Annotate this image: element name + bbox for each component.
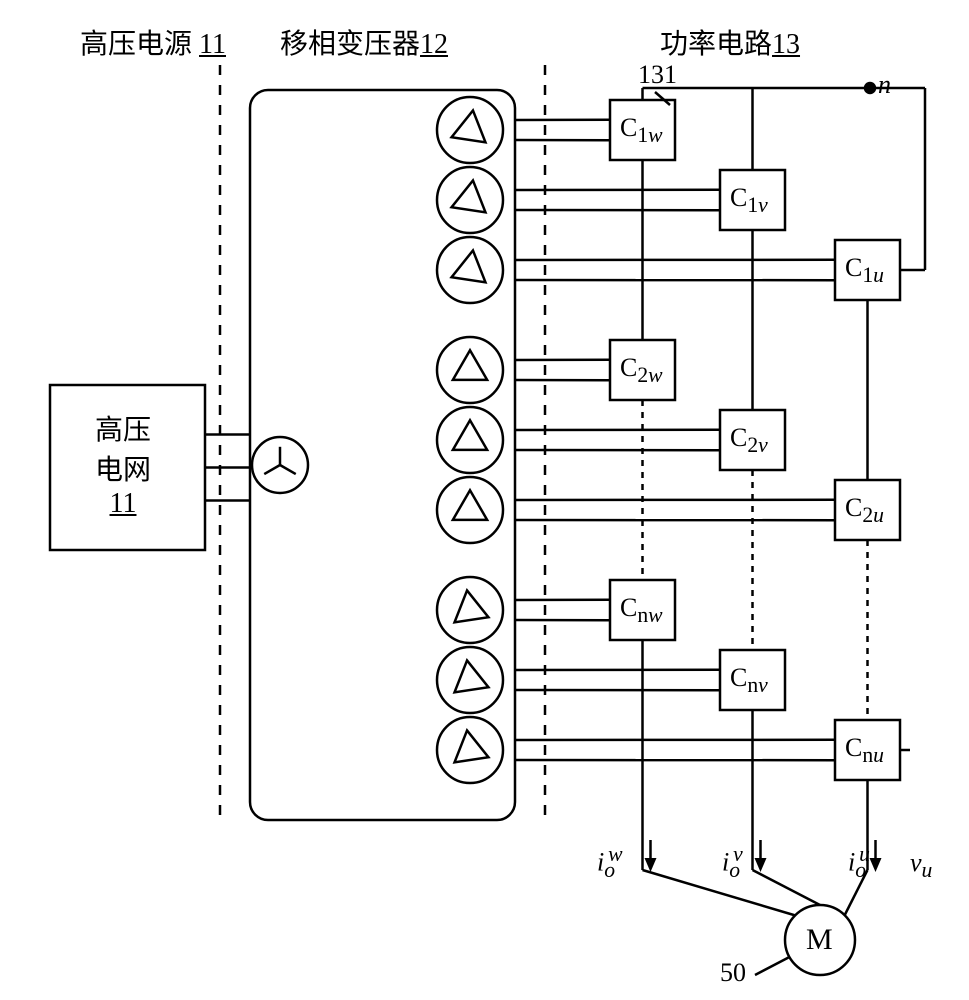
- header-power-circuit: 功率电路13: [660, 22, 800, 62]
- motor-ref: 50: [720, 958, 746, 988]
- cell-cnv: Cnv: [730, 663, 768, 698]
- cell-c1w: C1w: [620, 113, 663, 148]
- voltage-vu: vu: [910, 848, 932, 883]
- current-iow: iow: [597, 842, 623, 883]
- cell-cnu: Cnu: [845, 733, 884, 768]
- header-power-supply: 高压电源 11: [80, 22, 226, 62]
- cell-c2w: C2w: [620, 353, 663, 388]
- ref-131: 131: [638, 60, 677, 90]
- current-iov: iov: [722, 842, 743, 883]
- header-transformer: 移相变压器12: [280, 22, 448, 62]
- cell-c1v: C1v: [730, 183, 768, 218]
- cell-c2v: C2v: [730, 423, 768, 458]
- cell-c2u: C2u: [845, 493, 884, 528]
- node-n-label: n: [878, 70, 891, 100]
- grid-box-label: 高压 电网 11: [95, 408, 151, 520]
- cell-c1u: C1u: [845, 253, 884, 288]
- diagram-canvas: 高压电源 11 移相变压器12 功率电路13 高压 电网 11 131 n C1…: [0, 0, 969, 1000]
- current-iou: iou: [848, 842, 870, 883]
- cell-cnw: Cnw: [620, 593, 663, 628]
- motor-label: M: [806, 923, 833, 957]
